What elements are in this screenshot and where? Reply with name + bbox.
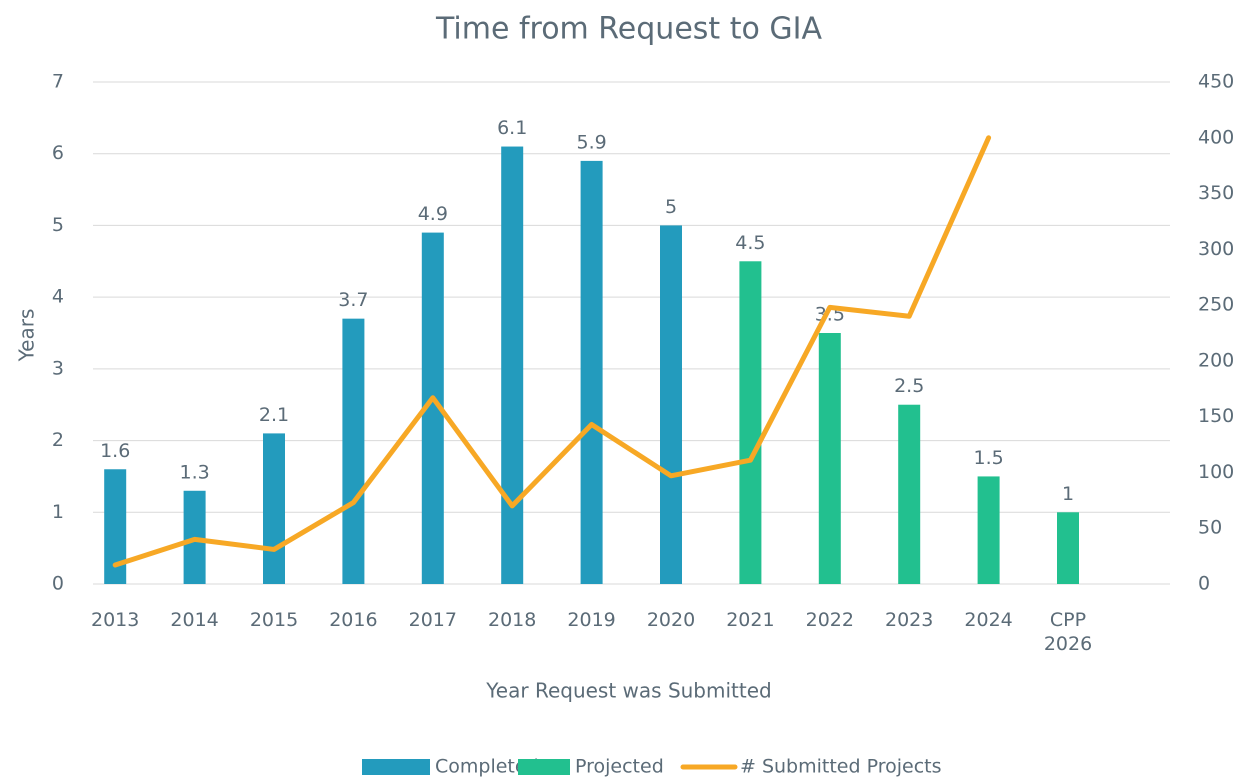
bar: [898, 404, 921, 584]
data-label: 5.9: [576, 131, 606, 153]
y2-tick-label: 150: [1198, 405, 1234, 427]
bar: [580, 160, 603, 584]
x-tick-label: 2021: [726, 609, 775, 631]
x-tick-label: 2022: [805, 609, 854, 631]
data-label: 1: [1062, 483, 1074, 505]
y-tick-label: 5: [52, 214, 64, 236]
y-tick-label: 7: [52, 71, 64, 93]
chart-title: Time from Request to GIA: [435, 12, 822, 47]
bar: [342, 318, 365, 584]
bar: [739, 261, 762, 584]
bar: [818, 333, 841, 584]
bar: [660, 225, 682, 584]
data-label: 1.5: [973, 447, 1003, 469]
y-axis-title: Years: [15, 309, 39, 363]
x-tick-label: 2016: [329, 609, 378, 631]
x-tick-label: 2014: [170, 609, 219, 631]
y2-tick-label: 400: [1198, 126, 1234, 148]
data-label: 1.6: [100, 440, 130, 462]
x-tick-label: 2020: [646, 609, 696, 631]
y2-tick-label: 450: [1198, 71, 1234, 93]
y-tick-label: 1: [52, 501, 64, 523]
x-tick-label: 2019: [567, 609, 616, 631]
y-tick-label: 4: [52, 286, 64, 308]
legend-swatch: [362, 759, 430, 775]
legend-swatch: [518, 759, 570, 775]
legend-label: # Submitted Projects: [740, 756, 942, 778]
y2-tick-label: 50: [1198, 517, 1222, 539]
x-tick-label: 2018: [488, 609, 537, 631]
data-label: 5: [665, 196, 677, 218]
y-tick-label: 3: [52, 357, 64, 379]
y2-tick-label: 100: [1198, 461, 1234, 483]
y-tick-label: 2: [52, 429, 64, 451]
data-label: 1.3: [179, 461, 209, 483]
legend-label: Projected: [575, 756, 664, 778]
data-label: 4.9: [418, 203, 448, 225]
y2-tick-label: 300: [1198, 238, 1234, 260]
legend-label: Completed: [435, 756, 539, 778]
bar: [501, 146, 524, 585]
y2-tick-label: 200: [1198, 349, 1234, 371]
bar: [421, 232, 444, 584]
bar: [263, 433, 285, 584]
data-label: 2.5: [894, 375, 924, 397]
data-label: 2.1: [259, 404, 289, 426]
bar: [1057, 512, 1079, 584]
x-tick-label: 2023: [885, 609, 934, 631]
x-axis-title: Year Request was Submitted: [485, 679, 771, 703]
x-tick-label: 2015: [249, 609, 299, 631]
bar: [104, 469, 127, 584]
y-tick-label: 0: [52, 573, 64, 595]
y2-tick-label: 350: [1198, 182, 1234, 204]
bar: [977, 476, 1000, 584]
data-label: 4.5: [735, 232, 765, 254]
data-label: 3.7: [338, 289, 368, 311]
y2-tick-label: 0: [1198, 573, 1210, 595]
x-tick-label: 2024: [964, 609, 1013, 631]
line: [112, 135, 992, 568]
y-tick-label: 6: [52, 142, 64, 164]
x-tick-label: CPP 2026: [1043, 609, 1093, 655]
x-tick-label: 2013: [91, 609, 140, 631]
x-tick-label: 2017: [408, 609, 457, 631]
y2-tick-label: 250: [1198, 294, 1234, 316]
data-label: 6.1: [497, 117, 527, 139]
